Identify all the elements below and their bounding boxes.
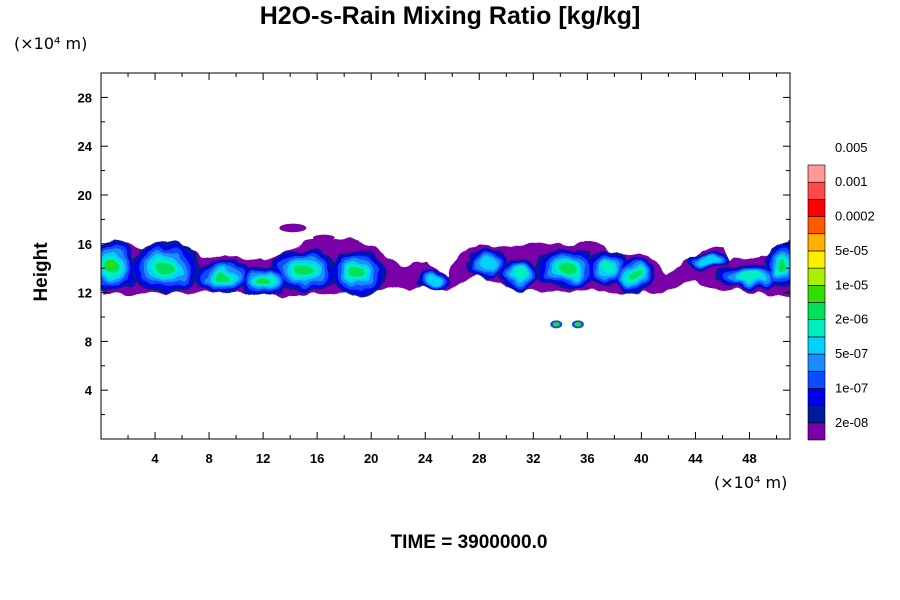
- colorbar-swatch: [807, 267, 826, 286]
- y-tick-label: 4: [85, 383, 93, 398]
- colorbar-swatch: [807, 199, 826, 217]
- colorbar-label: 0.001: [835, 174, 868, 189]
- chart-title: H2O-s-Rain Mixing Ratio [kg/kg]: [259, 2, 641, 30]
- contour-cell: [156, 261, 175, 275]
- colorbar-label: 5e-05: [835, 243, 868, 258]
- colorbar-swatch: [807, 285, 826, 303]
- contour-cell: [424, 275, 440, 286]
- y-tick-label: 16: [78, 237, 92, 252]
- colorbar-label: 5e-07: [835, 346, 868, 361]
- x-tick-label: 40: [634, 451, 648, 466]
- colorbar-swatch: [807, 422, 826, 441]
- y-tick-label: 20: [78, 188, 92, 203]
- x-tick-label: 12: [256, 451, 270, 466]
- colorbar: 2e-08 1e-07 5e-07 2e-06 1e-05 5e-05 0.0002 0.00…: [807, 140, 875, 441]
- colorbar-swatch: [807, 405, 826, 424]
- time-label: TIME = 3900000.0: [390, 532, 548, 553]
- x-tick-label: 24: [418, 451, 433, 466]
- x-tick-label: 20: [364, 451, 378, 466]
- plot-frame: [100, 72, 791, 440]
- x-tick-label: 48: [742, 451, 756, 466]
- colorbar-label: 2e-06: [835, 312, 868, 327]
- y-tick-label: 12: [78, 286, 92, 301]
- isolated-patch-core: [574, 322, 582, 327]
- contour-cell: [215, 272, 230, 281]
- upper-wisp: [313, 234, 335, 241]
- colorbar-label: 0.005: [835, 140, 868, 155]
- colorbar-swatch: [807, 319, 826, 338]
- colorbar-label: 2e-08: [835, 415, 868, 430]
- x-tick-label: 28: [472, 451, 486, 466]
- y-axis-unit: (×10⁴ m): [14, 34, 88, 53]
- y-tick-label: 24: [78, 139, 93, 154]
- contour-cell: [698, 256, 720, 266]
- colorbar-swatch: [807, 233, 826, 252]
- colorbar-label: 1e-05: [835, 277, 868, 292]
- y-tick-label: 28: [78, 90, 92, 105]
- contour-cell: [512, 266, 528, 280]
- x-tick-label: 44: [688, 451, 703, 466]
- colorbar-swatch: [807, 336, 826, 355]
- contour-cell: [475, 255, 497, 271]
- contour-cell: [295, 265, 313, 277]
- colorbar-swatch: [807, 353, 826, 372]
- isolated-patch-core: [552, 322, 560, 327]
- rain-field: [101, 223, 790, 329]
- colorbar-swatch: [807, 388, 826, 406]
- contour-cell: [259, 278, 267, 283]
- contour-cell: [736, 271, 763, 283]
- contour-cell: [559, 262, 575, 274]
- x-tick-label: 8: [205, 451, 212, 466]
- colorbar-label: 1e-07: [835, 380, 868, 395]
- colorbar-swatch: [807, 181, 826, 200]
- x-axis-unit: (×10⁴ m): [714, 473, 788, 492]
- x-tick-label: 32: [526, 451, 540, 466]
- colorbar-label: 0.0002: [835, 209, 875, 224]
- x-tick-label: 4: [151, 451, 159, 466]
- x-tick-label: 36: [580, 451, 594, 466]
- x-tick-label: 16: [310, 451, 324, 466]
- colorbar-swatch: [807, 302, 826, 320]
- contour-cell: [629, 271, 640, 280]
- colorbar-swatch: [807, 216, 826, 235]
- colorbar-swatch: [807, 370, 826, 389]
- contour-cell: [350, 267, 365, 279]
- contour-cell: [600, 261, 615, 276]
- y-tick-label: 8: [85, 334, 92, 349]
- rain-layer: [101, 236, 790, 297]
- colorbar-swatch: [807, 164, 826, 183]
- contour-cell: [777, 259, 787, 272]
- upper-wisp: [279, 223, 307, 233]
- contour-cell: [108, 262, 116, 270]
- colorbar-swatch: [807, 250, 826, 269]
